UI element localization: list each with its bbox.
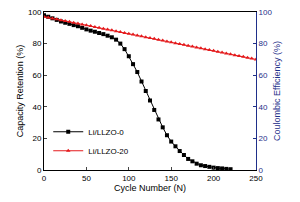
svg-text:50: 50 [82, 174, 91, 183]
svg-text:40: 40 [32, 103, 41, 112]
svg-text:0: 0 [259, 166, 264, 175]
svg-text:100: 100 [28, 8, 42, 17]
svg-text:150: 150 [165, 174, 179, 183]
svg-text:80: 80 [32, 39, 41, 48]
svg-text:Coulombic Efficiency (%): Coulombic Efficiency (%) [272, 41, 282, 141]
svg-text:Li/LLZO-0: Li/LLZO-0 [88, 128, 124, 137]
svg-text:100: 100 [122, 174, 136, 183]
svg-text:250: 250 [249, 174, 263, 183]
svg-text:80: 80 [259, 39, 268, 48]
svg-text:20: 20 [259, 134, 268, 143]
svg-text:60: 60 [259, 71, 268, 80]
svg-text:200: 200 [207, 174, 221, 183]
svg-text:60: 60 [32, 71, 41, 80]
svg-text:100: 100 [259, 8, 273, 17]
svg-text:Capacity Retention (%): Capacity Retention (%) [15, 45, 25, 138]
svg-text:20: 20 [32, 134, 41, 143]
svg-text:Cycle Number (N): Cycle Number (N) [114, 183, 186, 193]
svg-text:0: 0 [37, 166, 42, 175]
svg-text:Li/LLZO-20: Li/LLZO-20 [88, 147, 129, 156]
svg-text:0: 0 [42, 174, 47, 183]
svg-text:40: 40 [259, 103, 268, 112]
